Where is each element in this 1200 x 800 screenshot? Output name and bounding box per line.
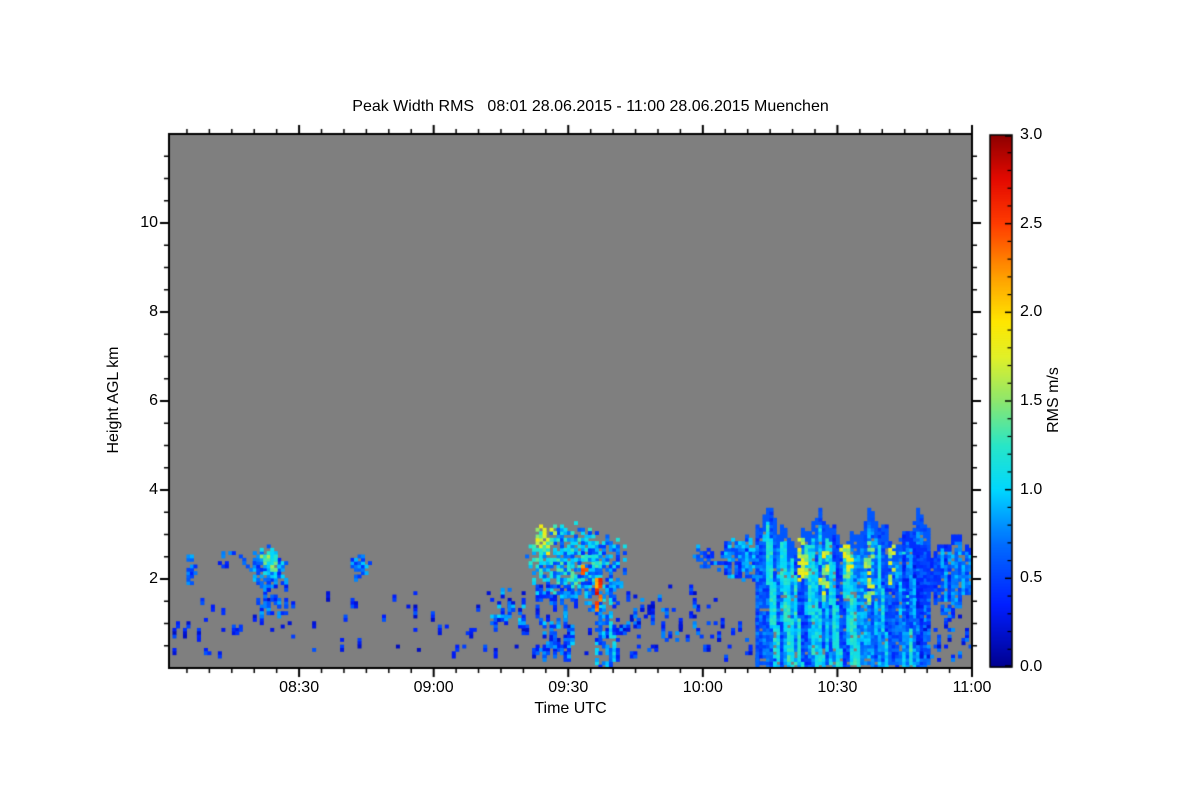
x-tick-label: 10:30 (817, 679, 858, 696)
y-tick-label: 8 (149, 303, 158, 320)
chart-title: Peak Width RMS 08:01 28.06.2015 - 11:00 … (352, 98, 829, 115)
colorbar-tick-label: 3.0 (1020, 126, 1043, 143)
x-tick-label: 11:00 (952, 679, 992, 696)
x-tick-label: 09:30 (548, 679, 589, 696)
x-tick-label: 09:00 (413, 679, 454, 696)
y-tick-label: 6 (149, 392, 158, 409)
y-tick-label: 4 (149, 481, 158, 498)
x-tick-label: 08:30 (279, 679, 320, 696)
colorbar-tick-label: 1.5 (1020, 392, 1043, 409)
y-tick-label: 2 (149, 570, 158, 587)
x-tick-label: 10:00 (682, 679, 723, 696)
y-tick-label: 10 (140, 214, 158, 231)
x-axis-label: Time UTC (534, 700, 607, 717)
colorbar-tick-label: 1.0 (1020, 480, 1043, 498)
colorbar-tick-label: 0.5 (1020, 569, 1043, 587)
colorbar-tick-label: 2.0 (1020, 303, 1043, 321)
colorbar-tick-label: 2.5 (1020, 214, 1043, 232)
colorbar-tick-label: 0.0 (1020, 658, 1043, 675)
